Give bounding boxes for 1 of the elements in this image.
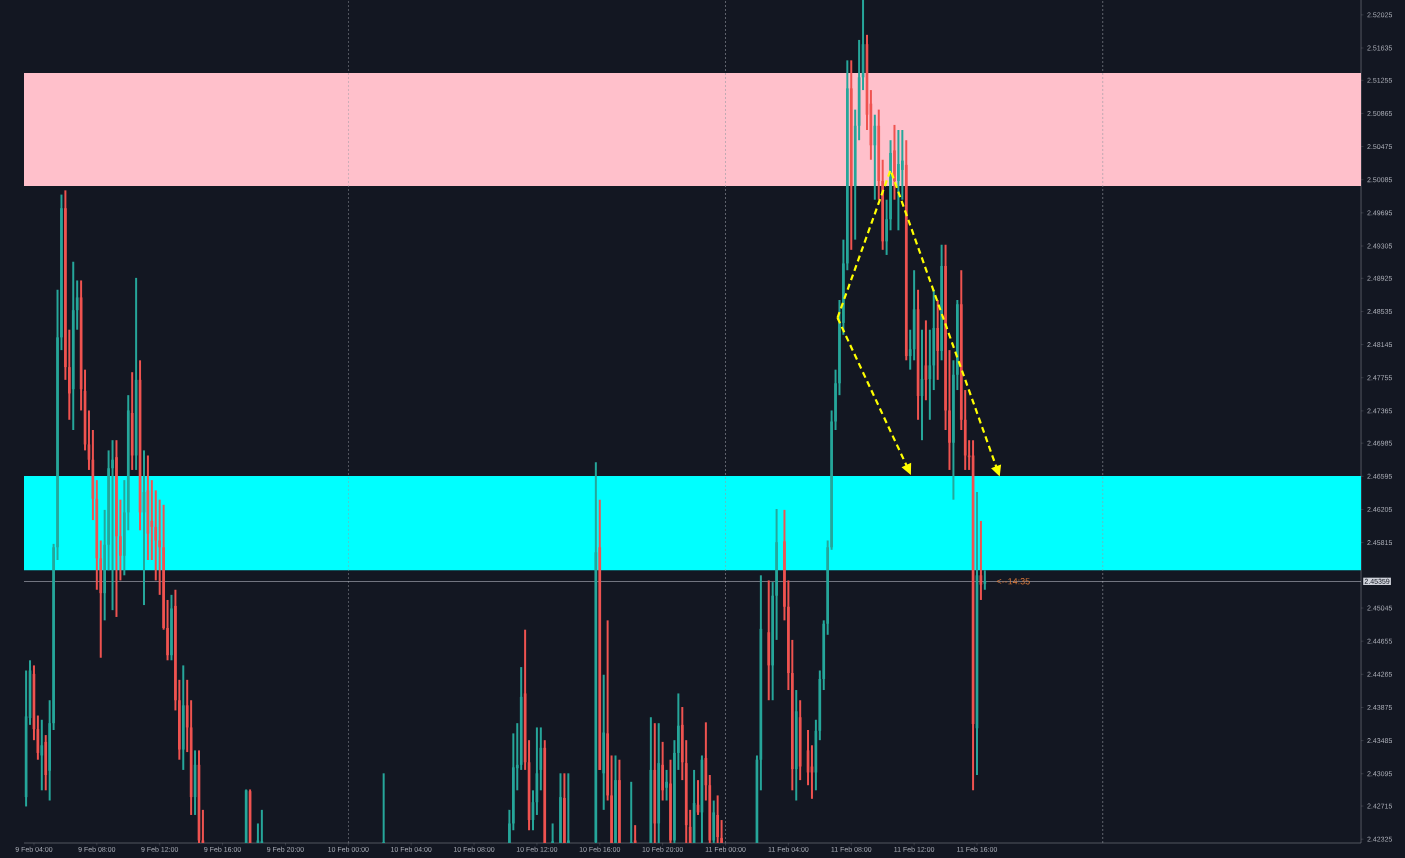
annotation: <--14:35 xyxy=(996,578,1030,585)
